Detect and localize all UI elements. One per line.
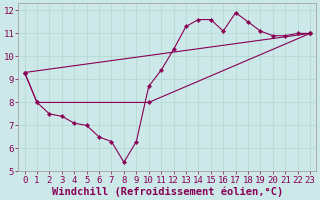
X-axis label: Windchill (Refroidissement éolien,°C): Windchill (Refroidissement éolien,°C) — [52, 186, 283, 197]
